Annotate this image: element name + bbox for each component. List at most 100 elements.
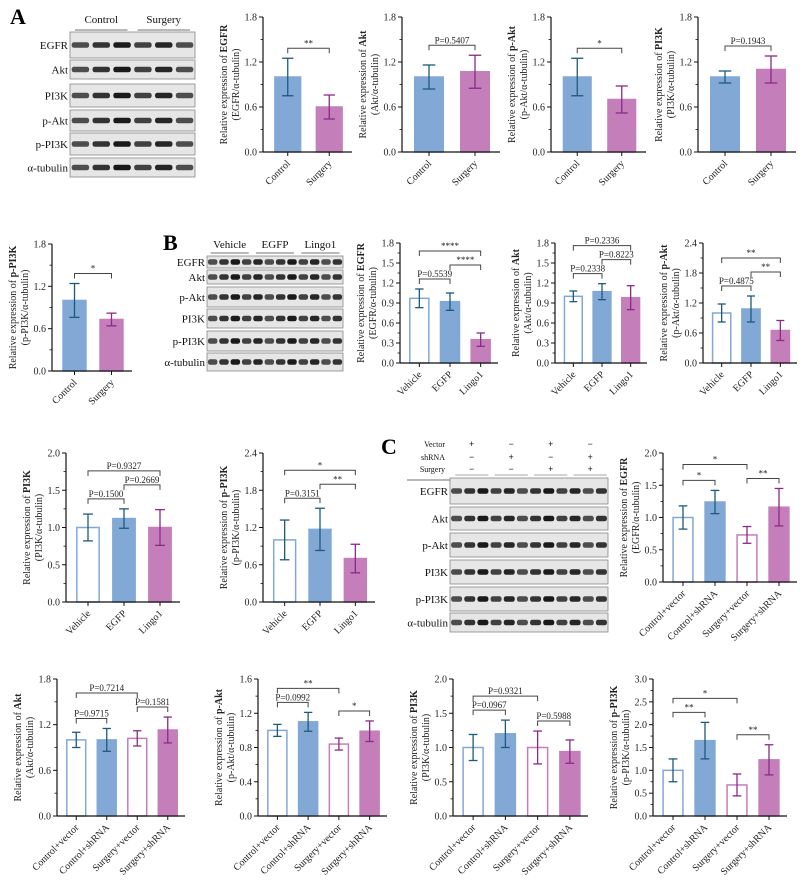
blot-band <box>155 42 173 48</box>
significance-label: * <box>697 470 702 480</box>
blot-band <box>207 359 218 365</box>
y-axis-label-prefix: Relative expression of <box>507 51 518 143</box>
blot-band <box>516 619 528 626</box>
blot-band <box>569 542 581 548</box>
y-tick-label: 3.0 <box>635 675 648 686</box>
blot-band <box>464 515 476 522</box>
blot-band <box>516 515 528 522</box>
blot-band <box>464 569 476 575</box>
blot-band <box>490 515 502 522</box>
significance-bracket <box>87 470 161 476</box>
blot-band <box>556 515 568 522</box>
y-axis-label: Relative expression of p-Akt <box>214 688 225 806</box>
significance-bracket <box>736 734 770 740</box>
blot-group-label: Vehicle <box>213 239 246 251</box>
y-tick-label: 0.6 <box>34 324 47 335</box>
x-tick-label: Surgery <box>746 158 776 188</box>
significance-label: ** <box>333 474 343 484</box>
y-axis-sublabel: (PI3K/α-tubulin) <box>666 51 677 118</box>
blot-band <box>275 274 286 280</box>
y-axis-label-prefix: Relative expression of <box>214 714 225 806</box>
significance-bracket <box>721 257 781 263</box>
blot-band <box>275 338 286 344</box>
significance-bracket <box>750 271 781 277</box>
blot-band <box>71 92 90 99</box>
significance-label: P=0.1500 <box>89 489 124 499</box>
y-tick-label: 0.0 <box>680 148 693 159</box>
significance-bracket <box>75 692 138 699</box>
blot-band <box>175 164 194 171</box>
blot-strip <box>206 308 344 329</box>
y-tick-label: 1.8 <box>685 269 698 280</box>
significance-label: ** <box>749 725 759 735</box>
blot-strip <box>449 506 609 531</box>
significance-bracket <box>746 477 780 484</box>
blot-band <box>490 488 502 494</box>
blot-band <box>477 542 489 548</box>
blot-band <box>253 359 263 365</box>
y-axis-label: Relative expression of Akt <box>511 248 522 357</box>
y-tick-label: 0.0 <box>435 812 448 823</box>
blot-band <box>543 569 555 575</box>
blot-band <box>556 619 568 626</box>
y-tick-label: 1.0 <box>645 513 658 524</box>
y-axis-label-target: Akt <box>13 693 24 710</box>
condition-sign: + <box>469 439 474 449</box>
condition-sign: − <box>469 464 474 474</box>
blot-band <box>298 259 309 265</box>
blot-band <box>275 315 286 322</box>
significance-bracket <box>123 484 161 490</box>
significance-bracket <box>601 259 632 265</box>
blot-strip <box>69 132 196 156</box>
blot-band <box>530 542 542 548</box>
y-tick-label: 0.5 <box>635 789 648 800</box>
blot-band <box>253 274 263 280</box>
significance-label: * <box>713 454 718 464</box>
y-tick-label: 1.8 <box>245 13 258 24</box>
bar-chart-15: Control+vectorControl+shRNASurgery+vecto… <box>609 675 787 878</box>
y-axis-label: Relative expression of p-PI3K <box>609 685 620 809</box>
y-axis-label-target: EGFR <box>356 242 367 271</box>
blot-band <box>490 619 502 626</box>
blot-row-label: p-Akt <box>42 116 68 128</box>
bar-chart-11: Control+vectorControl+shRNASurgery+vecto… <box>619 449 797 644</box>
y-tick-label: 0.0 <box>240 812 253 823</box>
blot-band <box>230 315 241 322</box>
y-axis-label-target: EGFR <box>219 24 230 53</box>
y-axis-sublabel: (p-Akt/α-tubulin) <box>519 50 530 120</box>
y-axis-sublabel: (Akt/α-tubulin) <box>370 54 381 115</box>
blot-band <box>287 259 297 265</box>
y-tick-label: 0.0 <box>34 367 47 378</box>
blot-band <box>543 619 555 626</box>
condition-sign: − <box>509 464 514 474</box>
blot-band <box>298 315 309 322</box>
y-tick-label: 1.0 <box>435 743 448 754</box>
x-tick-label: Vehicle <box>549 369 578 398</box>
significance-label: ** <box>304 38 314 48</box>
x-tick-label: Control <box>701 158 731 188</box>
blot-band <box>309 259 320 265</box>
blot-band <box>309 294 320 300</box>
blot-row-label: p-PI3K <box>173 336 205 348</box>
blot-band <box>253 259 263 265</box>
x-tick-label: EGFP <box>731 369 756 394</box>
y-tick-label: 1.8 <box>382 239 395 250</box>
y-tick-label: 1.2 <box>685 299 698 310</box>
y-tick-label: 1.2 <box>382 279 395 290</box>
significance-bracket <box>287 47 330 54</box>
blot-band <box>219 315 229 322</box>
blot-band <box>287 294 297 300</box>
x-tick-label: EGFP <box>582 369 607 394</box>
y-axis-sublabel: (PI3K/α-tubulin) <box>34 494 45 561</box>
blot-band <box>175 117 194 124</box>
blot-band <box>264 274 275 280</box>
bar-egfp <box>592 290 612 364</box>
x-tick-label: Lingo1 <box>608 369 636 397</box>
blot-band <box>516 596 528 602</box>
condition-sign: + <box>548 439 553 449</box>
blot-band <box>134 66 152 73</box>
y-axis-label: Relative expression of Akt <box>358 30 369 139</box>
significance-bracket <box>576 47 623 54</box>
y-tick-label: 0.0 <box>533 148 546 159</box>
blot-strip <box>206 330 344 352</box>
